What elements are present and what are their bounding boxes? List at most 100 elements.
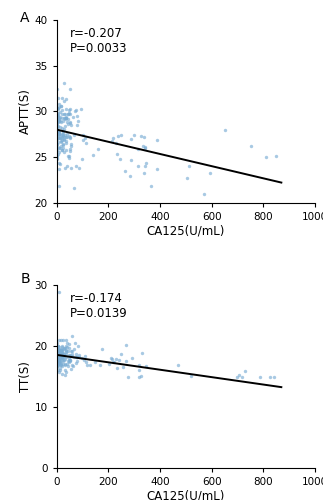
Point xyxy=(55,104,60,112)
Point xyxy=(115,364,120,372)
Point xyxy=(54,155,59,163)
Point xyxy=(59,114,64,122)
Point xyxy=(56,130,61,138)
Point xyxy=(55,127,60,135)
Point xyxy=(68,110,73,118)
Point xyxy=(55,348,60,356)
Point xyxy=(56,94,61,102)
Point xyxy=(142,143,148,151)
Point xyxy=(90,151,95,159)
Point xyxy=(60,132,65,140)
Point xyxy=(60,370,65,378)
Point xyxy=(58,360,63,368)
Point xyxy=(55,345,60,353)
Point xyxy=(56,104,61,112)
Point xyxy=(67,118,72,126)
Point xyxy=(56,350,61,358)
Point xyxy=(70,112,75,120)
Point xyxy=(60,351,65,359)
Point xyxy=(58,361,63,369)
Point xyxy=(63,132,68,140)
Point xyxy=(115,132,120,140)
Point xyxy=(66,109,71,117)
Point xyxy=(63,114,68,122)
Point xyxy=(81,131,86,139)
Point xyxy=(96,145,101,153)
Point xyxy=(71,344,77,352)
Point xyxy=(57,348,63,356)
Point xyxy=(79,354,84,362)
Point xyxy=(58,122,63,130)
Point xyxy=(56,131,61,139)
Point xyxy=(140,349,145,357)
Point xyxy=(60,354,65,362)
Point xyxy=(57,148,62,156)
Point xyxy=(55,138,60,146)
Point xyxy=(59,138,64,145)
Point xyxy=(56,116,61,124)
Point xyxy=(55,122,60,130)
Point xyxy=(75,353,80,361)
Point xyxy=(62,344,68,352)
Point xyxy=(61,352,66,360)
Point xyxy=(59,110,64,118)
Point xyxy=(55,349,60,357)
Point xyxy=(56,360,61,368)
Point xyxy=(64,136,69,144)
Point xyxy=(67,147,72,155)
Point xyxy=(57,130,62,138)
Point xyxy=(59,94,65,102)
Point xyxy=(59,350,64,358)
Point xyxy=(59,102,64,110)
X-axis label: CA125(U/mL): CA125(U/mL) xyxy=(147,490,225,500)
Point xyxy=(56,112,61,120)
Point xyxy=(65,343,70,351)
Point xyxy=(65,110,70,118)
Point xyxy=(68,356,73,364)
Point xyxy=(66,346,71,354)
Point xyxy=(66,154,71,162)
Point xyxy=(223,126,228,134)
Point xyxy=(64,348,69,356)
Point xyxy=(67,152,72,160)
Point xyxy=(54,350,59,358)
Point xyxy=(56,348,61,356)
Point xyxy=(55,140,60,148)
Point xyxy=(58,347,63,355)
Point xyxy=(56,132,61,140)
Point xyxy=(120,363,125,371)
Point xyxy=(202,190,207,198)
Point xyxy=(56,357,61,365)
Point xyxy=(109,356,115,364)
Point xyxy=(56,114,61,122)
Point xyxy=(56,166,61,173)
Point xyxy=(243,367,248,375)
Point xyxy=(55,352,60,360)
Point xyxy=(67,132,72,140)
Point xyxy=(127,172,132,180)
Point xyxy=(58,362,63,370)
Point xyxy=(55,150,60,158)
Point xyxy=(56,142,61,150)
Point xyxy=(59,352,64,360)
Point xyxy=(73,350,78,358)
Point xyxy=(54,360,59,368)
Point xyxy=(68,365,73,373)
Point xyxy=(63,342,68,350)
Point xyxy=(63,350,68,358)
Point xyxy=(124,341,129,349)
Point xyxy=(137,366,142,374)
Point xyxy=(59,346,64,354)
Point xyxy=(65,362,70,370)
Point xyxy=(188,372,193,380)
Point xyxy=(56,352,61,360)
Point xyxy=(85,362,90,370)
Point xyxy=(60,131,65,139)
Point xyxy=(55,122,60,130)
Point xyxy=(63,346,68,354)
Point xyxy=(56,100,61,108)
Point xyxy=(111,358,116,366)
Point xyxy=(54,354,59,362)
Point xyxy=(106,360,111,368)
Point xyxy=(54,348,59,356)
